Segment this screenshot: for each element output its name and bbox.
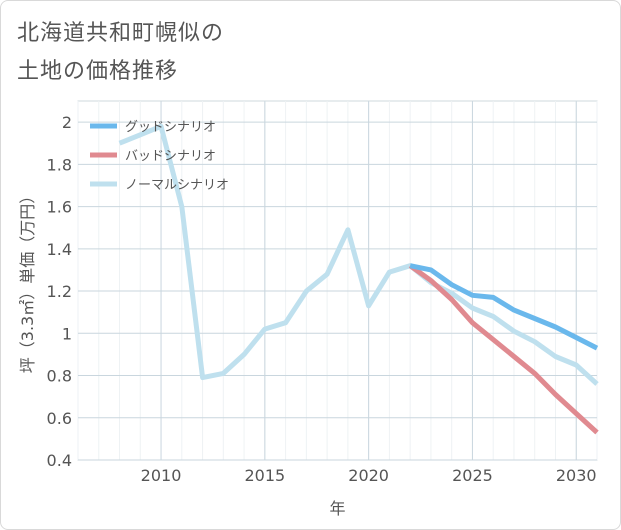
plot-area bbox=[77, 100, 598, 461]
x-tick-label: 2015 bbox=[244, 466, 285, 485]
y-tick-label: 1 bbox=[62, 324, 72, 343]
series-line-2 bbox=[408, 263, 599, 435]
chart-title-line2: 土地の価格推移 bbox=[17, 59, 179, 84]
y-tick-label: 1.8 bbox=[47, 155, 72, 174]
y-tick-label: 1.6 bbox=[47, 198, 72, 217]
y-axis-label: 坪（3.3㎡）単価（万円） bbox=[18, 188, 37, 373]
y-tick-label: 2 bbox=[62, 113, 72, 132]
series-line-1 bbox=[409, 263, 599, 351]
y-tick-label: 0.4 bbox=[47, 451, 72, 470]
x-tick-label: 2020 bbox=[348, 466, 389, 485]
series-line-3 bbox=[118, 123, 599, 386]
legend-label: ノーマルシナリオ bbox=[125, 178, 229, 193]
x-axis-label: 年 bbox=[329, 499, 345, 518]
y-tick-label: 1.2 bbox=[47, 282, 72, 301]
x-tick-label: 2010 bbox=[141, 466, 182, 485]
y-tick-label: 0.6 bbox=[47, 409, 72, 428]
legend-label: バッドシナリオ bbox=[125, 149, 216, 164]
y-tick-label: 0.8 bbox=[47, 367, 72, 386]
chart-title-line1: 北海道共和町幌似の bbox=[17, 21, 225, 46]
legend-label: グッドシナリオ bbox=[125, 120, 216, 135]
x-tick-label: 2030 bbox=[556, 466, 597, 485]
x-tick-label: 2025 bbox=[452, 466, 493, 485]
y-tick-label: 1.4 bbox=[47, 240, 72, 259]
